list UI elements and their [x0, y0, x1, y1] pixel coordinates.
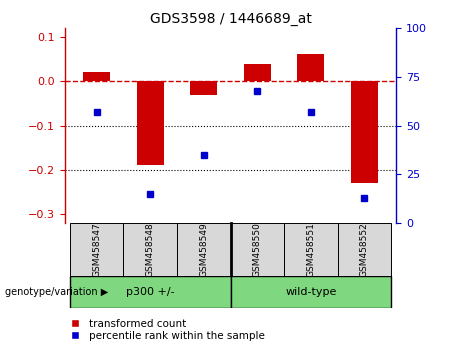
Text: GSM458552: GSM458552	[360, 222, 369, 277]
Bar	[230, 276, 391, 308]
Text: GSM458551: GSM458551	[306, 222, 315, 277]
Title: GDS3598 / 1446689_at: GDS3598 / 1446689_at	[149, 12, 312, 26]
Text: GSM458547: GSM458547	[92, 222, 101, 277]
Text: GSM458548: GSM458548	[146, 222, 155, 277]
Bar	[137, 81, 164, 165]
Bar	[190, 81, 217, 95]
Bar	[297, 54, 324, 81]
Text: GSM458550: GSM458550	[253, 222, 262, 277]
Legend: transformed count, percentile rank within the sample: transformed count, percentile rank withi…	[60, 315, 269, 345]
Text: GSM458549: GSM458549	[199, 222, 208, 277]
Text: genotype/variation ▶: genotype/variation ▶	[5, 287, 108, 297]
Bar	[351, 81, 378, 183]
Bar	[70, 223, 124, 276]
Bar	[337, 223, 391, 276]
Bar	[284, 223, 337, 276]
Bar	[70, 276, 230, 308]
Bar	[244, 64, 271, 81]
Bar	[83, 72, 110, 81]
Bar	[177, 223, 230, 276]
Text: p300 +/-: p300 +/-	[126, 287, 175, 297]
Text: wild-type: wild-type	[285, 287, 337, 297]
Bar	[124, 223, 177, 276]
Bar	[230, 223, 284, 276]
